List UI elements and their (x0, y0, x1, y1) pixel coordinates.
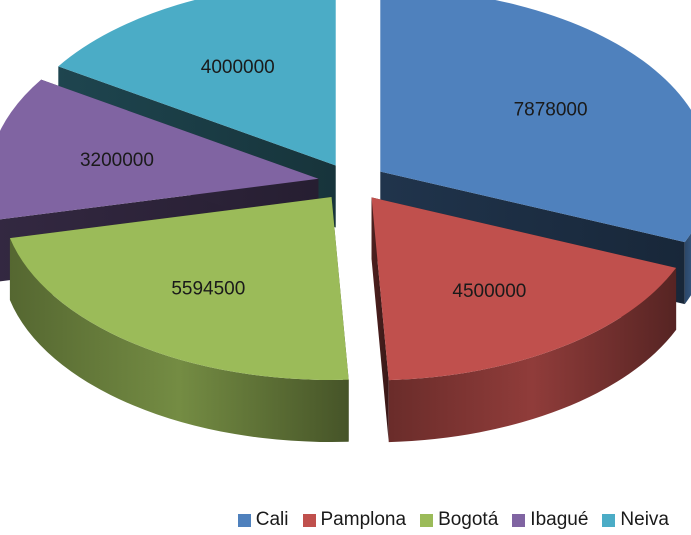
legend-item-neiva: Neiva (602, 509, 669, 531)
pie-slice-top-cali (380, 0, 691, 243)
pie-slice-pamplona (371, 197, 677, 443)
pie-slice-side-pamplona (388, 267, 677, 443)
pie-slice-top-bogota (9, 197, 349, 381)
legend-swatch-bogota (420, 513, 434, 527)
data-label-ibague: 3200000 (80, 150, 154, 171)
legend-label-bogota: Bogotá (438, 509, 499, 530)
legend-label-neiva: Neiva (620, 509, 669, 530)
data-label-bogota: 5594500 (171, 279, 245, 300)
legend-item-pamplona: Pamplona (302, 509, 407, 531)
legend-swatch-neiva (602, 513, 616, 527)
data-label-neiva: 4000000 (201, 57, 275, 78)
pie-slice-bogota (9, 197, 349, 443)
pie-slice-top-neiva (58, 0, 336, 166)
legend-label-ibague: Ibagué (530, 509, 589, 530)
pie-slice-side-bogota (9, 238, 349, 443)
legend-swatch-cali (237, 513, 251, 527)
legend-item-ibague: Ibagué (512, 509, 588, 531)
legend-label-pamplona: Pamplona (320, 509, 407, 530)
legend: Cali Pamplona Bogotá Ibagué Neiva (0, 505, 691, 535)
pie-slice-top-pamplona (371, 197, 677, 381)
legend-item-bogota: Bogotá (420, 509, 498, 531)
legend-swatch-pamplona (302, 513, 316, 527)
pie-slice-wall-pamplona-end (371, 197, 389, 443)
legend-swatch-ibague (512, 513, 526, 527)
pie-slice-top-ibague (0, 79, 319, 220)
legend-item-cali: Cali (237, 509, 289, 531)
pie-slice-side-cali (684, 233, 691, 305)
legend-label-cali: Cali (255, 509, 289, 530)
data-label-cali: 7878000 (514, 100, 588, 121)
data-label-pamplona: 4500000 (452, 281, 526, 302)
